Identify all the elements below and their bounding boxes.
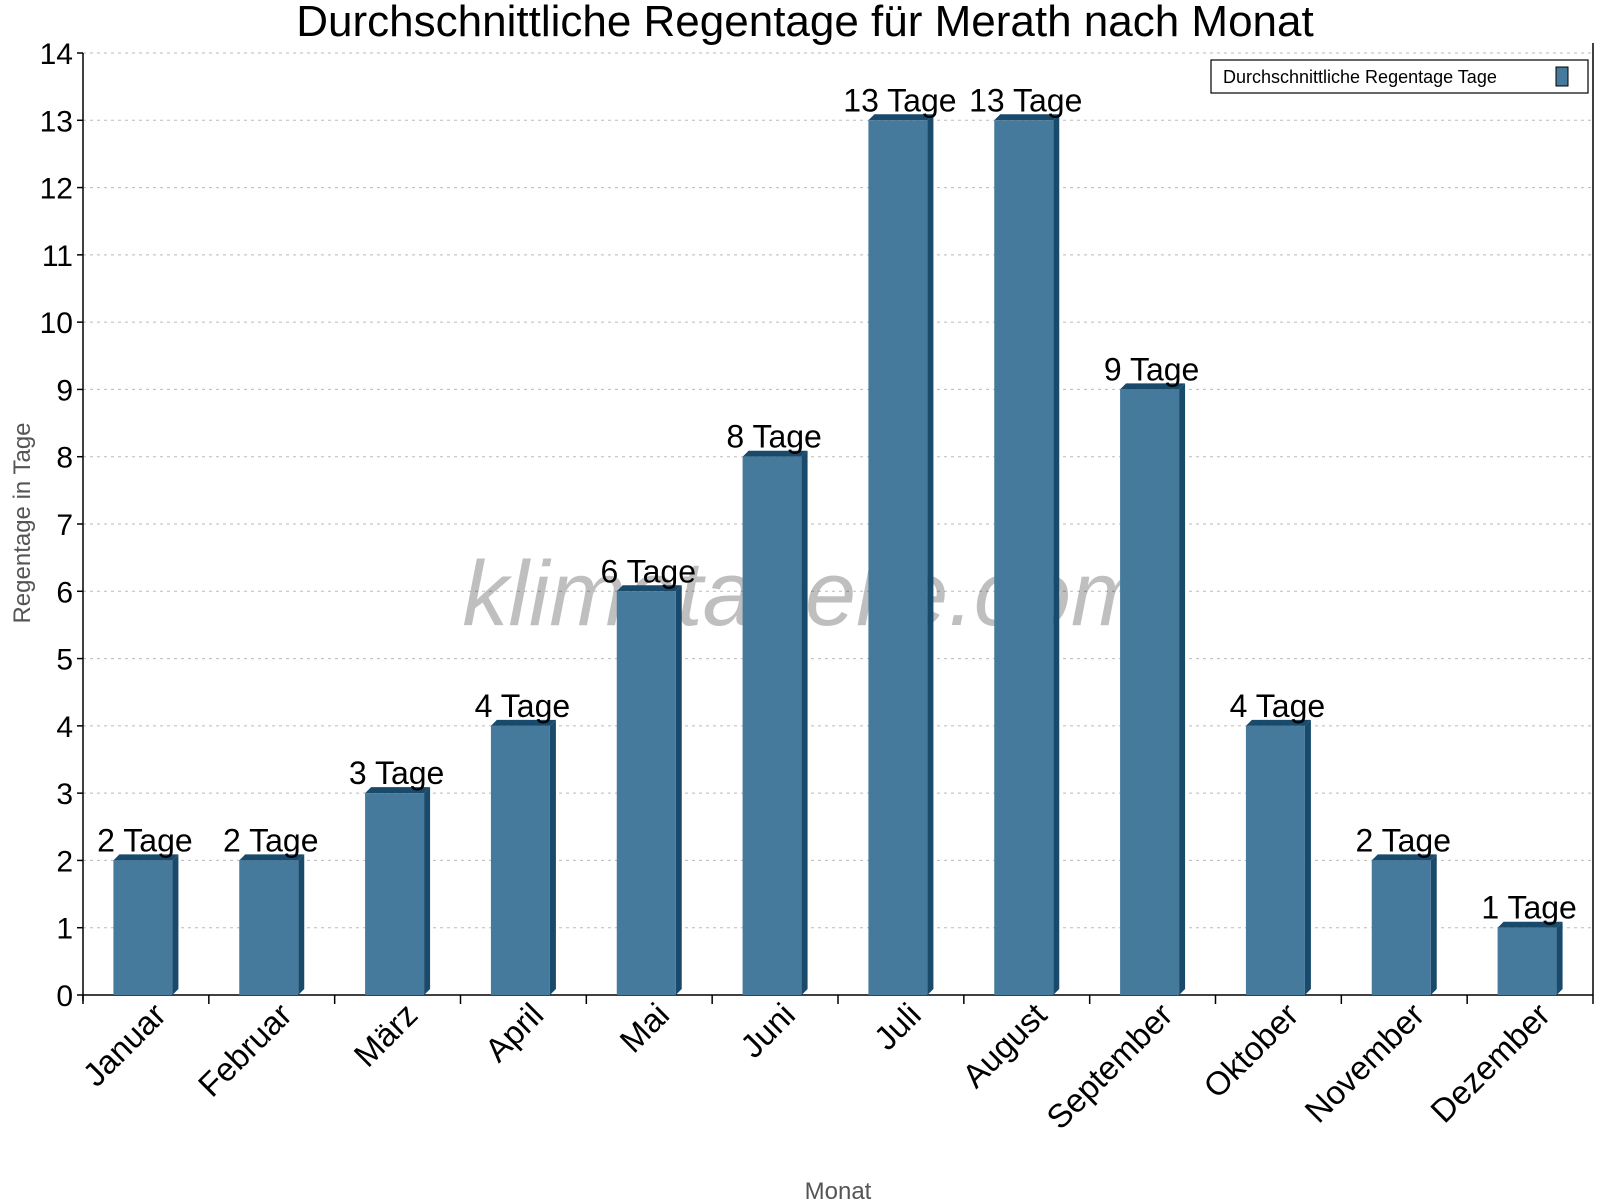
bar-face [616, 591, 676, 995]
bar-side [172, 854, 179, 995]
bar-face [1371, 860, 1431, 995]
bar-top [868, 114, 934, 121]
bar [365, 787, 431, 995]
legend: Durchschnittliche Regentage Tage [1210, 59, 1589, 94]
x-tick-label: August [955, 996, 1054, 1095]
bar [1120, 383, 1186, 995]
bar-side [801, 450, 808, 995]
data-label: 6 Tage [601, 553, 697, 589]
y-tick-label: 9 [56, 374, 73, 407]
bar-face [365, 793, 425, 995]
bar-top [239, 854, 305, 861]
bar-face [994, 120, 1054, 996]
y-tick-label: 10 [40, 307, 73, 340]
x-axis: Januar Februar März April Mai Juni Juli AugustS… [75, 994, 1594, 1136]
grid-lines [83, 52, 1593, 929]
legend-box [1210, 59, 1589, 94]
bar-top [1371, 854, 1437, 861]
bar [868, 114, 934, 996]
bar-side [927, 114, 934, 996]
y-tick-label: 14 [40, 38, 73, 71]
bar [742, 450, 808, 995]
bar-top [1497, 921, 1563, 928]
data-label: 13 Tage [843, 82, 956, 118]
bar-side [1304, 719, 1311, 995]
y-tick-label: 8 [56, 442, 73, 475]
x-tick-label: Mai [612, 996, 676, 1060]
bar-top [1120, 383, 1186, 390]
y-tick-label: 4 [56, 711, 73, 744]
y-tick-label: 13 [40, 105, 73, 138]
bar-side [675, 585, 682, 995]
bar [994, 114, 1060, 996]
bar [1371, 854, 1437, 995]
y-tick-label: 11 [42, 240, 73, 273]
bar-side [298, 854, 305, 995]
bar-side [1430, 854, 1437, 995]
bar [616, 585, 682, 995]
bar-face [1120, 389, 1180, 995]
bar [1245, 719, 1311, 995]
y-tick-label: 0 [56, 980, 73, 1013]
bar-side [549, 719, 556, 995]
data-label: 2 Tage [223, 822, 319, 858]
y-axis-label: Regentage in Tage [9, 422, 36, 623]
y-tick-label: 7 [56, 509, 73, 542]
bar-face [742, 456, 802, 995]
x-tick-label: Februar [191, 996, 299, 1104]
data-label: 9 Tage [1104, 351, 1200, 387]
bar-top [365, 787, 431, 794]
x-tick-label: Dezember [1423, 996, 1557, 1130]
x-tick-label: April [478, 996, 551, 1069]
data-label: 2 Tage [1356, 822, 1452, 858]
bar-face [113, 860, 173, 995]
bar-top [742, 450, 808, 457]
data-label: 4 Tage [1230, 688, 1326, 724]
bar-side [1179, 383, 1186, 995]
data-label: 13 Tage [969, 82, 1082, 118]
bar-face [1245, 725, 1305, 995]
bar-side [1556, 921, 1563, 995]
bars: 2 Tage 2 Tage 3 Tage 4 Tage 6 Tage 8 Tage 13 T… [97, 82, 1577, 996]
x-tick-label: September [1039, 996, 1179, 1136]
x-tick-label: Januar [75, 996, 173, 1094]
x-tick-label: November [1297, 996, 1431, 1130]
data-label: 1 Tage [1481, 890, 1577, 926]
y-tick-label: 12 [40, 173, 73, 206]
bar [490, 719, 556, 995]
data-label: 2 Tage [97, 822, 193, 858]
bar-top [1245, 719, 1311, 726]
x-tick-label: Oktober [1196, 996, 1305, 1105]
bar-face [239, 860, 299, 995]
legend-swatch [1555, 66, 1569, 87]
bar-face [868, 120, 928, 996]
chart-title: Durchschnittliche Regentage für Merath n… [296, 0, 1313, 46]
y-tick-label: 5 [56, 644, 73, 677]
x-tick-label: Juni [733, 996, 802, 1065]
x-axis-label: Monat [805, 1178, 872, 1200]
y-tick-label: 1 [56, 913, 73, 946]
bar [239, 854, 305, 995]
legend-label: Durchschnittliche Regentage Tage [1223, 67, 1497, 87]
x-tick-label: Juli [867, 996, 928, 1057]
bar-face [1497, 927, 1557, 995]
bar-top [616, 585, 682, 592]
bar-top [490, 719, 556, 726]
x-tick-label: März [347, 996, 425, 1074]
bar-side [1053, 114, 1060, 996]
bar-face [490, 725, 550, 995]
y-tick-label: 2 [56, 845, 73, 878]
bar-side [424, 787, 431, 995]
bar-top [113, 854, 179, 861]
data-label: 3 Tage [349, 755, 445, 791]
bar-top [994, 114, 1060, 121]
bar [1497, 921, 1563, 995]
data-label: 4 Tage [475, 688, 571, 724]
data-label: 8 Tage [726, 419, 822, 455]
y-tick-label: 6 [56, 576, 73, 609]
bar [113, 854, 179, 995]
y-tick-label: 3 [56, 778, 73, 811]
